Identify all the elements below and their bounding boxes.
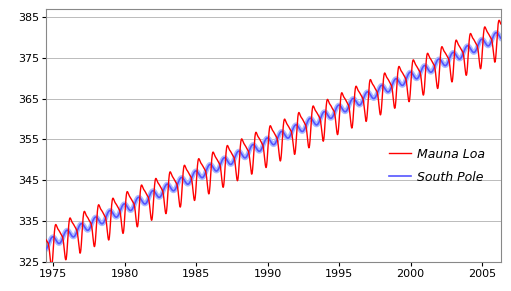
Mauna Loa bbox=[247, 159, 253, 162]
Line: Mauna Loa: Mauna Loa bbox=[46, 20, 501, 266]
Mauna Loa bbox=[496, 19, 502, 22]
South Pole bbox=[149, 190, 155, 193]
South Pole bbox=[247, 148, 253, 151]
South Pole bbox=[498, 36, 504, 40]
Mauna Loa bbox=[215, 159, 221, 162]
South Pole bbox=[493, 31, 499, 34]
Mauna Loa bbox=[49, 265, 55, 268]
Mauna Loa bbox=[494, 33, 500, 37]
South Pole bbox=[494, 31, 500, 35]
Mauna Loa bbox=[151, 190, 157, 193]
Mauna Loa bbox=[43, 238, 49, 241]
Mauna Loa bbox=[153, 178, 159, 181]
South Pole bbox=[151, 189, 157, 193]
Mauna Loa bbox=[498, 22, 504, 26]
Legend: Mauna Loa, South Pole: Mauna Loa, South Pole bbox=[389, 148, 485, 184]
Line: South Pole: South Pole bbox=[46, 33, 501, 249]
Mauna Loa bbox=[149, 219, 155, 222]
South Pole bbox=[214, 169, 220, 172]
South Pole bbox=[153, 193, 159, 196]
South Pole bbox=[43, 248, 49, 251]
